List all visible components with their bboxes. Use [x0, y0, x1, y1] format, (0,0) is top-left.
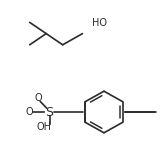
Text: OH: OH [36, 122, 51, 132]
Text: O: O [35, 93, 43, 103]
Text: S: S [46, 105, 53, 119]
Text: HO: HO [92, 18, 107, 28]
Text: O: O [25, 107, 33, 117]
